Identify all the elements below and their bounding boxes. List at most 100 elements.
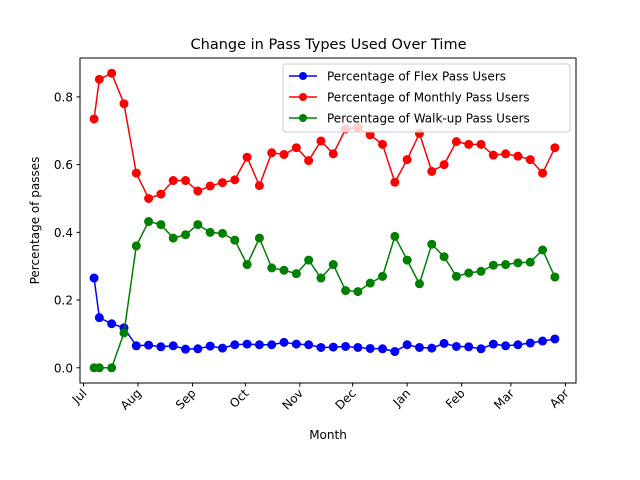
data-point (131, 341, 141, 351)
data-point (107, 363, 117, 373)
data-point (181, 176, 191, 186)
data-point (414, 342, 424, 352)
x-tick-label: Feb (443, 386, 468, 411)
data-point (94, 74, 104, 84)
data-point (328, 342, 338, 352)
data-point (353, 287, 363, 297)
data-point (451, 341, 461, 351)
x-axis-label: Month (309, 428, 347, 442)
data-point (279, 265, 289, 275)
data-point (242, 152, 252, 162)
plot-frame (79, 57, 577, 384)
x-tick-label: Apr (547, 386, 572, 411)
data-point (144, 217, 154, 227)
data-point (107, 68, 117, 78)
y-tick-label: 0.0 (54, 361, 73, 375)
data-point (390, 347, 400, 357)
data-point (89, 114, 99, 124)
data-point (316, 342, 326, 352)
data-point (365, 343, 375, 353)
data-point (525, 155, 535, 165)
y-tick-label: 0.8 (54, 90, 73, 104)
series-2 (89, 217, 560, 373)
data-point (439, 338, 449, 348)
data-point (501, 260, 511, 270)
data-point (242, 339, 252, 349)
data-point (181, 230, 191, 240)
data-point (476, 344, 486, 354)
x-tick-label: Oct (227, 386, 252, 411)
data-point (168, 176, 178, 186)
data-point (205, 227, 215, 237)
data-point (488, 260, 498, 270)
x-tick-label: Mar (491, 386, 517, 412)
data-point (89, 273, 99, 283)
data-point (365, 278, 375, 288)
data-point (304, 255, 314, 265)
x-axis: Jul Aug Sep Oct Nov Dec Jan Feb Mar Apr (69, 383, 572, 413)
data-point (267, 340, 277, 350)
legend-marker (299, 72, 307, 80)
data-point (254, 233, 264, 243)
series-1 (89, 68, 560, 203)
x-tick-label: Sep (173, 386, 199, 412)
y-tick-label: 0.2 (54, 294, 73, 308)
data-point (193, 220, 203, 230)
data-point (550, 272, 560, 282)
data-point (501, 341, 511, 351)
data-point (501, 149, 511, 159)
series-layer (89, 68, 560, 373)
data-point (476, 266, 486, 276)
data-point (254, 340, 264, 350)
data-point (451, 271, 461, 281)
data-point (513, 151, 523, 161)
legend-marker (299, 93, 307, 101)
data-point (390, 231, 400, 241)
legend: Percentage of Flex Pass Users Percentage … (282, 63, 571, 133)
data-point (168, 341, 178, 351)
data-point (304, 340, 314, 350)
data-point (181, 344, 191, 354)
data-point (476, 139, 486, 149)
data-point (390, 177, 400, 187)
data-point (427, 343, 437, 353)
data-point (217, 228, 227, 238)
data-point (513, 258, 523, 268)
data-point (193, 186, 203, 196)
series-line (93, 277, 556, 353)
data-point (168, 233, 178, 243)
data-point (464, 139, 474, 149)
data-point (205, 181, 215, 191)
y-tick-label: 0.4 (54, 226, 73, 240)
data-point (217, 343, 227, 353)
y-axis: 0.0 0.2 0.4 0.6 0.8 (54, 90, 80, 375)
data-point (254, 181, 264, 191)
series-0 (89, 273, 560, 357)
plot-area (79, 57, 577, 384)
data-point (156, 220, 166, 230)
data-point (513, 340, 523, 350)
data-point (131, 241, 141, 251)
x-tick-label: Jul (69, 386, 90, 407)
legend-marker (299, 114, 307, 122)
x-tick-label: Dec (332, 386, 358, 412)
data-point (451, 137, 461, 147)
data-point (279, 337, 289, 347)
chart-title: Change in Pass Types Used Over Time (191, 37, 467, 53)
data-point (279, 149, 289, 159)
data-point (525, 338, 535, 348)
legend-label: Percentage of Monthly Pass Users (327, 91, 530, 105)
data-point (94, 313, 104, 323)
data-point (291, 339, 301, 349)
data-point (119, 99, 129, 109)
x-tick-label: Nov (280, 386, 306, 412)
data-point (464, 342, 474, 352)
data-point (205, 341, 215, 351)
data-point (156, 189, 166, 199)
y-axis-label: Percentage of passes (28, 157, 42, 285)
data-point (550, 334, 560, 344)
data-point (291, 269, 301, 279)
data-point (378, 344, 388, 354)
data-point (316, 136, 326, 146)
